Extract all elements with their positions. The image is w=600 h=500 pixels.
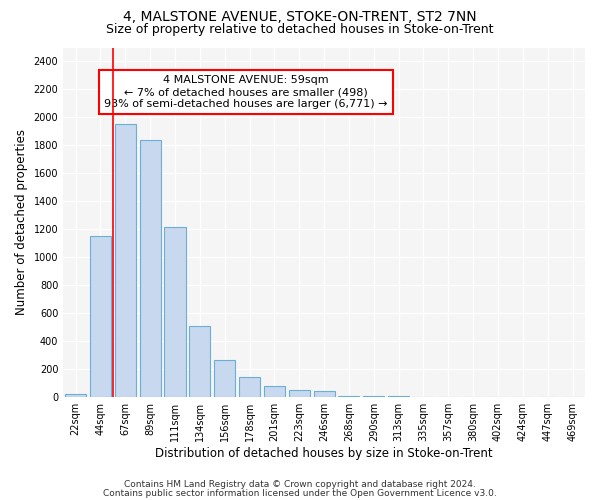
Text: Contains HM Land Registry data © Crown copyright and database right 2024.: Contains HM Land Registry data © Crown c… — [124, 480, 476, 489]
Bar — [338, 396, 359, 397]
Bar — [115, 124, 136, 397]
Bar — [388, 396, 409, 397]
Text: Contains public sector information licensed under the Open Government Licence v3: Contains public sector information licen… — [103, 488, 497, 498]
Y-axis label: Number of detached properties: Number of detached properties — [15, 130, 28, 316]
Bar — [140, 140, 161, 397]
Bar — [289, 390, 310, 397]
X-axis label: Distribution of detached houses by size in Stoke-on-Trent: Distribution of detached houses by size … — [155, 447, 493, 460]
Bar — [363, 396, 385, 397]
Bar — [239, 376, 260, 397]
Bar — [65, 394, 86, 397]
Text: Size of property relative to detached houses in Stoke-on-Trent: Size of property relative to detached ho… — [106, 22, 494, 36]
Bar — [189, 326, 211, 397]
Bar — [90, 236, 111, 397]
Bar — [264, 386, 285, 397]
Text: 4, MALSTONE AVENUE, STOKE-ON-TRENT, ST2 7NN: 4, MALSTONE AVENUE, STOKE-ON-TRENT, ST2 … — [123, 10, 477, 24]
Bar — [164, 226, 185, 397]
Text: 4 MALSTONE AVENUE: 59sqm
← 7% of detached houses are smaller (498)
93% of semi-d: 4 MALSTONE AVENUE: 59sqm ← 7% of detache… — [104, 76, 388, 108]
Bar — [314, 392, 335, 397]
Bar — [214, 360, 235, 397]
